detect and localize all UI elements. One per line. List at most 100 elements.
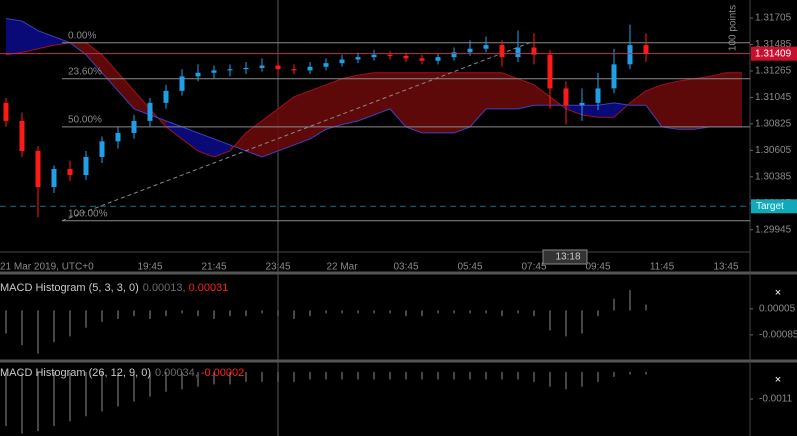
y-tick-label: 1.30385: [755, 171, 792, 182]
target-label: Target: [756, 201, 784, 212]
candle-body: [467, 48, 473, 53]
scale-note: 100 points: [728, 5, 739, 51]
candle-body: [291, 69, 297, 71]
y-tick-label: 1.31045: [755, 92, 792, 103]
cloud-segment: [86, 42, 102, 73]
cursor-time: 13:18: [555, 252, 580, 263]
x-tick-label: 22 Mar: [326, 262, 358, 273]
y-tick-label: 1.31485: [755, 39, 792, 50]
indicator-value: 0.00013,: [143, 282, 186, 294]
fib-label: 23.60%: [68, 66, 102, 77]
cloud-segment: [438, 72, 454, 133]
indicator-value: 0.00031: [189, 282, 229, 294]
candle-body: [195, 72, 201, 77]
candle-body: [563, 88, 569, 106]
cloud-segment: [406, 72, 422, 133]
cloud-segment: [374, 72, 390, 115]
current-price-box: [751, 46, 797, 61]
candle-body: [51, 169, 57, 188]
cloud-segment: [662, 81, 678, 130]
candle-body: [275, 65, 281, 70]
candle-body: [227, 69, 233, 71]
indicator-value: -0.00002: [201, 367, 244, 379]
candle-body: [147, 102, 153, 121]
candle-body: [99, 141, 105, 157]
candle-body: [243, 67, 249, 70]
cloud-segment: [198, 132, 214, 157]
cloud-segment: [710, 72, 726, 127]
cloud-segment: [278, 96, 294, 151]
x-tick-label: 03:45: [393, 262, 418, 273]
candle-body: [163, 90, 169, 103]
candle-body: [259, 65, 265, 68]
cloud-segment: [534, 84, 550, 106]
cloud-segment: [726, 72, 742, 127]
cloud-segment: [582, 105, 598, 118]
x-tick-label: 09:45: [585, 262, 610, 273]
y-tick-label: -0.00085: [759, 330, 797, 341]
candle-body: [67, 169, 73, 176]
x-tick-label: 05:45: [457, 262, 482, 273]
candle-body: [211, 70, 217, 73]
span-b-line: [5, 18, 742, 158]
cloud-segment: [262, 108, 278, 157]
candle-body: [3, 102, 9, 121]
fib-label: 50.00%: [68, 115, 102, 126]
cloud-segment: [294, 90, 310, 145]
candle-body: [451, 52, 457, 58]
indicator-name: MACD Histogram (26, 12, 9, 0): [0, 367, 151, 379]
candle-body: [115, 132, 121, 142]
candle-body: [595, 88, 601, 103]
cloud-segment: [326, 78, 342, 130]
cloud-segment: [678, 78, 694, 130]
cloud-segment: [6, 18, 22, 55]
candle-body: [355, 57, 361, 60]
candle-body: [531, 47, 537, 55]
candle-body: [83, 156, 89, 176]
cloud-segment: [518, 78, 534, 109]
x-tick-label: 11:45: [650, 262, 675, 273]
cloud-segment: [182, 126, 198, 151]
cloud-segment: [646, 84, 662, 127]
cloud-segment: [102, 54, 118, 91]
candle-body: [307, 66, 313, 71]
candle-body: [403, 55, 409, 59]
candle-body: [419, 58, 425, 61]
candle-body: [483, 45, 489, 49]
close-button[interactable]: ×: [775, 374, 781, 386]
y-tick-label: 1.30825: [755, 119, 792, 130]
close-button[interactable]: ×: [775, 287, 781, 299]
cloud-segment: [454, 72, 470, 133]
indicator-value: 0.00034,: [155, 367, 198, 379]
fib-label: 100.00%: [68, 208, 108, 219]
candle-body: [35, 150, 41, 188]
cloud-segment: [566, 105, 582, 115]
x-tick-label: 19:45: [137, 262, 162, 273]
cloud-segment: [598, 102, 614, 118]
candle-body: [371, 54, 377, 58]
candle-body: [515, 47, 521, 58]
span-a-line: [5, 42, 742, 158]
candle-body: [579, 102, 585, 106]
candle-body: [323, 63, 329, 67]
cursor-time-box: [542, 249, 588, 265]
indicator-title: MACD Histogram (5, 3, 3, 0) 0.00013, 0.000…: [0, 282, 228, 294]
indicator-title: MACD Histogram (26, 12, 9, 0) 0.00034, -0.…: [0, 367, 244, 379]
candle-body: [131, 120, 137, 133]
candle-body: [499, 45, 505, 58]
x-tick-label: 21 Mar 2019, UTC+0: [0, 262, 94, 273]
candle-body: [19, 120, 25, 151]
x-tick-label: 07:45: [521, 262, 546, 273]
y-tick-label: 1.31705: [755, 13, 792, 24]
candle-body: [179, 76, 185, 91]
target-box: [751, 199, 797, 214]
candle-body: [435, 57, 441, 61]
candle-body: [387, 54, 393, 56]
cloud-segment: [486, 72, 502, 109]
cloud-segment: [342, 75, 358, 125]
cloud-segment: [246, 120, 262, 157]
cloud-segment: [22, 21, 38, 53]
candle-body: [339, 59, 345, 64]
cloud-segment: [134, 90, 150, 115]
